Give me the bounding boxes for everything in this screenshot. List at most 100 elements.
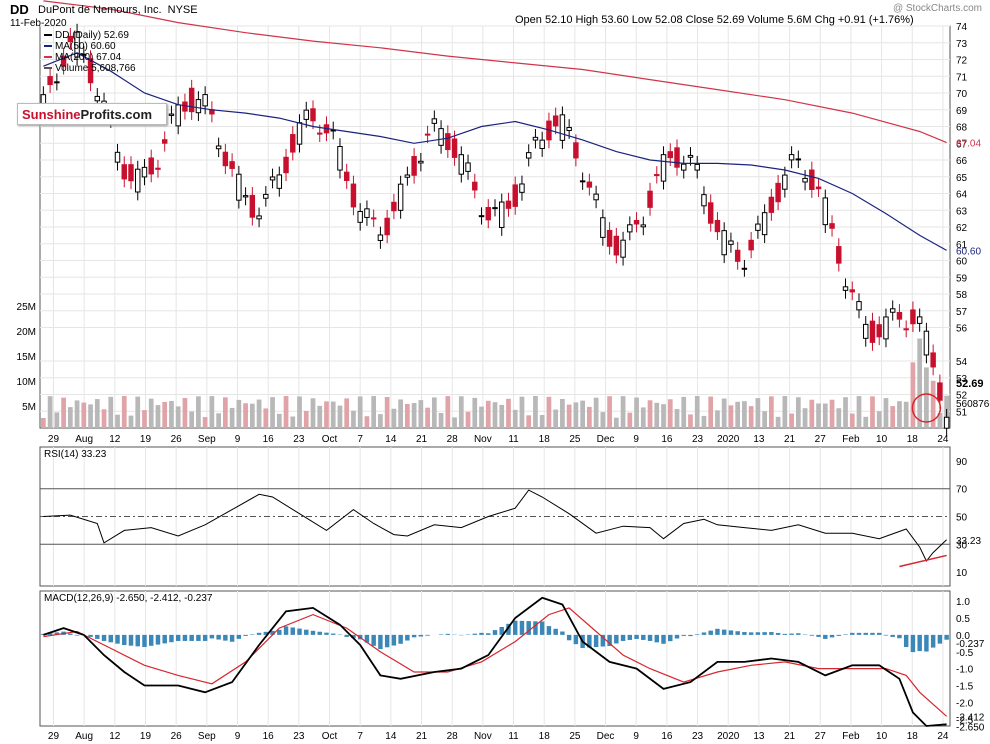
macd-histogram-bar	[715, 628, 720, 635]
volume-bar	[506, 398, 511, 428]
candle-body	[809, 169, 815, 190]
x-tick-label: 2020	[717, 434, 740, 445]
macd-histogram-bar	[384, 634, 390, 648]
volume-bar	[910, 362, 916, 428]
candle-body	[822, 197, 829, 226]
x-tick-label: 25	[569, 434, 581, 445]
macd-title: MACD(12,26,9) -2.650, -2.412, -0.237	[44, 593, 213, 604]
candle-body	[910, 309, 916, 325]
macd-histogram-bar	[661, 634, 666, 644]
volume-bar	[607, 396, 612, 428]
candle-body	[613, 235, 620, 256]
candle-body	[357, 211, 363, 223]
candle-body	[384, 217, 390, 236]
macd-histogram-bar	[755, 632, 761, 635]
macd-histogram-bar	[688, 634, 693, 637]
volume-bar	[169, 400, 174, 428]
candle-body	[74, 31, 80, 58]
candle-body	[350, 183, 357, 208]
macd-histogram-bar	[290, 627, 296, 635]
candle-body	[155, 167, 161, 170]
macd-histogram-bar	[829, 634, 835, 638]
candle-body	[202, 94, 208, 107]
x-tick-label-bottom: 25	[569, 731, 581, 742]
x-tick-label-bottom: 9	[633, 731, 639, 742]
candle-body	[54, 81, 60, 84]
rsi-divergence-line	[899, 554, 947, 568]
volume-bar	[512, 409, 518, 428]
candle-body	[761, 212, 768, 236]
volume-bar	[472, 397, 478, 428]
macd-histogram-bar	[641, 634, 646, 640]
volume-bar	[162, 401, 168, 428]
macd-tick-label: -1.0	[956, 665, 974, 676]
volume-bar	[674, 409, 680, 428]
x-tick-label: 12	[109, 434, 121, 445]
ma50-last-label: 60.60	[956, 246, 981, 257]
x-tick-label: Sep	[198, 434, 216, 445]
volume-bar	[539, 415, 545, 428]
candle-body	[195, 99, 202, 114]
macd-tick-label: -0.5	[956, 648, 974, 659]
candle-body	[418, 160, 424, 164]
candle-body	[923, 330, 930, 356]
macd-tick-label: 0.5	[956, 614, 970, 625]
macd-histogram-bar	[654, 634, 660, 643]
candle-body	[499, 201, 505, 228]
macd-histogram-bar	[445, 633, 451, 635]
macd-histogram-bar	[115, 634, 120, 644]
volume-bar	[769, 396, 774, 428]
volume-bar	[715, 410, 720, 428]
volume-bar	[640, 407, 646, 428]
volume-bar	[142, 410, 147, 428]
macd-histogram-bar	[836, 634, 842, 636]
macd-histogram-bar	[155, 634, 161, 645]
candle-body	[431, 118, 438, 124]
macd-histogram-bar	[378, 634, 383, 650]
candle-body	[472, 181, 478, 191]
candle-body	[707, 202, 714, 224]
candle-body	[728, 240, 734, 245]
legend-entry: MA(50) 60.60	[55, 41, 116, 52]
candle-body	[721, 230, 727, 256]
x-tick-label: 7	[357, 434, 363, 445]
price-tick-label: 74	[956, 22, 968, 33]
x-tick-label-bottom: 28	[447, 731, 459, 742]
x-tick-label: 27	[815, 434, 827, 445]
macd-histogram-bar	[202, 634, 208, 641]
volume-bar	[418, 400, 424, 428]
candle-body	[714, 219, 721, 233]
candle-body	[937, 382, 943, 401]
price-tick-label: 58	[956, 290, 968, 301]
macd-histogram-bar	[903, 634, 909, 648]
x-tick-label: Nov	[474, 434, 492, 445]
macd-histogram-bar	[418, 634, 424, 637]
macd-histogram-bar	[863, 632, 868, 635]
candle-body	[856, 301, 862, 311]
price-tick-label: 70	[956, 89, 968, 100]
macd-hist-last-label: -0.237	[956, 639, 985, 650]
volume-bar	[276, 413, 282, 428]
candle-body	[566, 127, 572, 132]
macd-histogram-bar	[614, 634, 619, 644]
macd-histogram-bar	[492, 630, 498, 635]
volume-tick-label: 20M	[17, 327, 36, 338]
volume-bar	[647, 400, 653, 428]
candle-body	[168, 113, 175, 116]
volume-bar	[371, 396, 377, 428]
candle-body	[87, 58, 94, 84]
volume-bar	[587, 406, 592, 428]
macd-histogram-bar	[405, 634, 410, 641]
candle-body	[842, 286, 849, 291]
macd-histogram-bar	[870, 632, 875, 635]
volume-bar	[290, 416, 296, 428]
volume-bar	[155, 405, 161, 428]
macd-last-label: -2.650	[956, 722, 985, 733]
last-close-label: 52.69	[956, 378, 984, 390]
macd-signal-last-label: -2.412	[956, 712, 985, 723]
candle-body	[465, 162, 471, 172]
macd-histogram-bar	[148, 634, 154, 646]
volume-bar	[270, 397, 275, 428]
macd-histogram-bar	[216, 634, 221, 640]
